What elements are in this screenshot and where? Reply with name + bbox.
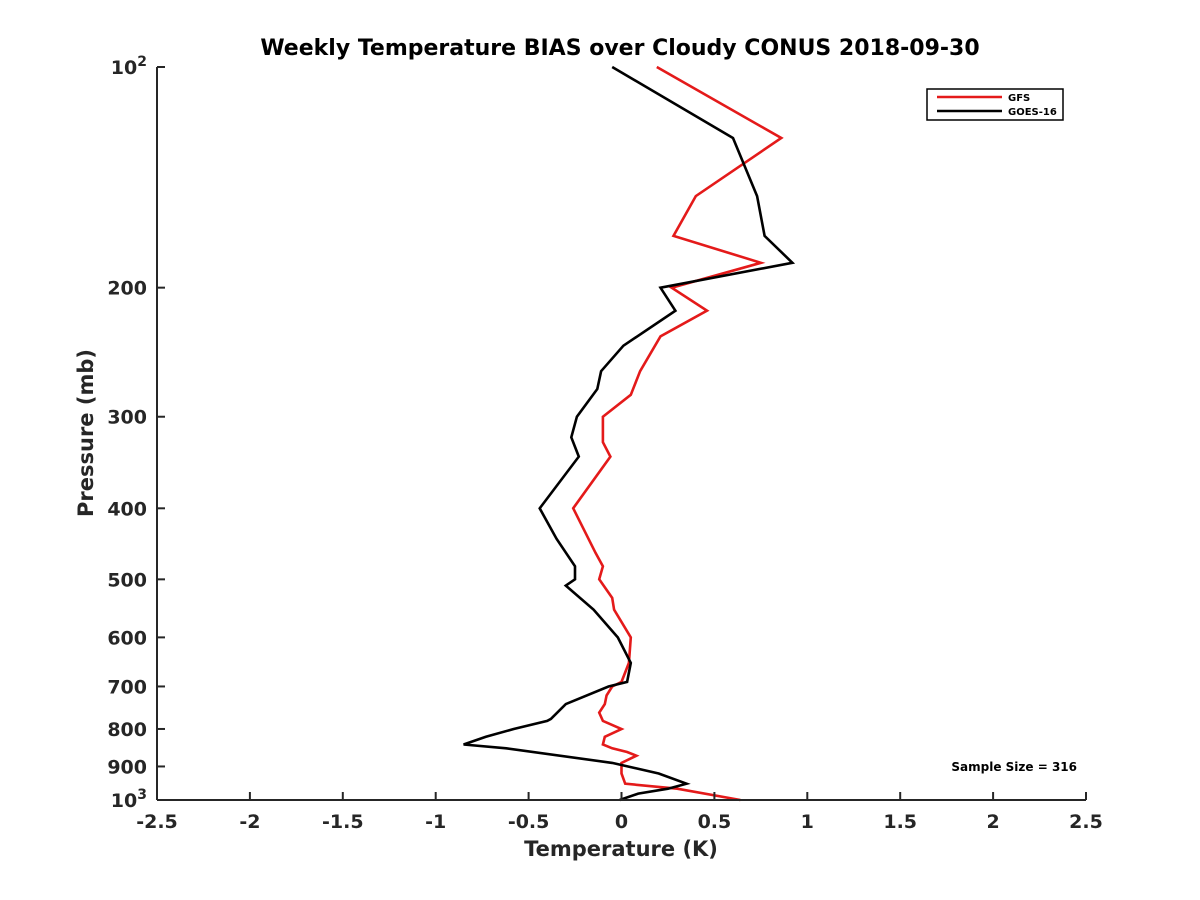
y-tick-label: 103 <box>111 787 147 812</box>
series-line-gfs <box>571 65 784 802</box>
y-axis-label: Pressure (mb) <box>74 349 98 517</box>
x-ticks: -2.5 -2 -1.5 -1 -0.5 0 0.5 1 1.5 2 2.5 <box>136 792 1103 833</box>
x-tick-label: 2.5 <box>1069 811 1103 833</box>
y-tick-label-base: 10 <box>111 57 137 79</box>
legend-label-goes16: GOES-16 <box>1008 107 1057 118</box>
y-tick-label-base: 10 <box>111 790 137 812</box>
y-tick-label-exponent: 2 <box>137 54 147 70</box>
x-tick-label: 1 <box>801 811 814 833</box>
x-tick-label: 0.5 <box>698 811 732 833</box>
x-tick-label: 2 <box>986 811 999 833</box>
x-axis-label: Temperature (K) <box>524 837 718 861</box>
legend-box <box>926 88 1064 121</box>
y-tick-label: 102 <box>111 54 147 79</box>
y-tick-label: 500 <box>107 569 147 591</box>
x-tick-label: 1.5 <box>883 811 917 833</box>
legend-label-gfs: GFS <box>1008 93 1030 104</box>
x-tick-label: -1 <box>425 811 446 833</box>
y-tick-label: 600 <box>107 627 147 649</box>
y-tick-label: 300 <box>107 407 147 429</box>
y-tick-label-base: 800 <box>107 719 147 741</box>
y-tick-label-exponent: 3 <box>137 787 147 803</box>
x-tick-label: -1.5 <box>322 811 364 833</box>
x-tick-label: -2 <box>239 811 260 833</box>
x-tick-label: -2.5 <box>136 811 178 833</box>
y-tick-label: 800 <box>107 719 147 741</box>
x-tick-label: -0.5 <box>508 811 550 833</box>
y-tick-label: 200 <box>107 278 147 300</box>
x-tick-label: 0 <box>615 811 628 833</box>
legend: GFS GOES-16 <box>926 88 1064 121</box>
sample-size-annotation: Sample Size = 316 <box>951 760 1077 774</box>
y-tick-label: 700 <box>107 676 147 698</box>
plot-area <box>463 65 796 802</box>
y-tick-label-base: 700 <box>107 676 147 698</box>
series-line-goes16 <box>463 65 796 802</box>
y-tick-label-base: 900 <box>107 756 147 778</box>
y-tick-label: 900 <box>107 756 147 778</box>
y-tick-label-base: 400 <box>107 498 147 520</box>
y-tick-label: 400 <box>107 498 147 520</box>
y-tick-label-base: 200 <box>107 278 147 300</box>
chart-title: Weekly Temperature BIAS over Cloudy CONU… <box>260 36 979 61</box>
y-tick-label-base: 300 <box>107 407 147 429</box>
y-tick-label-base: 500 <box>107 569 147 591</box>
y-tick-label-base: 600 <box>107 627 147 649</box>
